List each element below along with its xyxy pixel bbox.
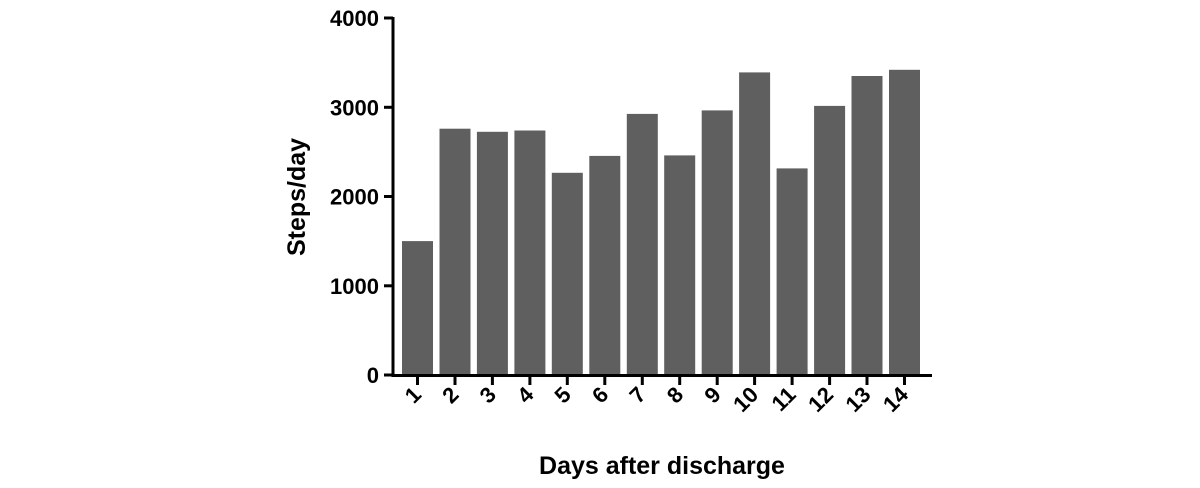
x-tick-label: 12 — [803, 382, 838, 417]
y-tick-label: 0 — [367, 363, 379, 388]
x-tick-label: 10 — [728, 382, 763, 417]
y-axis-title: Steps/day — [283, 138, 311, 256]
x-tick-label: 8 — [662, 382, 688, 408]
y-tick-label: 3000 — [330, 95, 379, 120]
bar-day-6 — [589, 155, 621, 375]
x-tick-label: 3 — [475, 382, 501, 408]
x-tick-label: 7 — [624, 382, 650, 408]
x-tick-label: 2 — [437, 382, 463, 408]
bar-day-10 — [739, 72, 771, 376]
x-tick-label: 5 — [549, 382, 575, 408]
x-tick-label: 9 — [699, 382, 725, 408]
x-axis-title: Days after discharge — [539, 452, 785, 480]
bar-day-12 — [814, 105, 846, 376]
x-tick-label: 11 — [767, 382, 801, 416]
bar-day-3 — [476, 131, 508, 375]
bar-day-7 — [626, 113, 658, 376]
x-tick-label: 14 — [878, 381, 914, 417]
bar-day-14 — [889, 69, 920, 376]
bars — [402, 69, 920, 376]
x-tick-label: 6 — [587, 382, 613, 408]
bar-day-4 — [514, 130, 546, 375]
y-tick-label: 2000 — [330, 185, 379, 210]
bar-day-11 — [776, 168, 808, 375]
bar-day-1 — [402, 241, 433, 375]
x-tick-label: 13 — [841, 382, 876, 417]
bar-day-5 — [551, 172, 583, 375]
y-tick-label: 1000 — [330, 274, 379, 299]
x-tick-label: 1 — [400, 382, 426, 408]
y-tick-label: 4000 — [330, 6, 379, 31]
bar-day-9 — [701, 110, 733, 376]
bar-day-13 — [851, 76, 883, 375]
x-axis-ticks: 1 2 3 4 5 6 7 8 9 10 11 12 13 14 — [400, 377, 914, 417]
y-axis-ticks: 0 1000 2000 3000 4000 — [330, 6, 393, 388]
x-tick-label: 4 — [512, 381, 539, 408]
bar-day-2 — [439, 128, 471, 375]
bar-day-8 — [664, 155, 696, 375]
